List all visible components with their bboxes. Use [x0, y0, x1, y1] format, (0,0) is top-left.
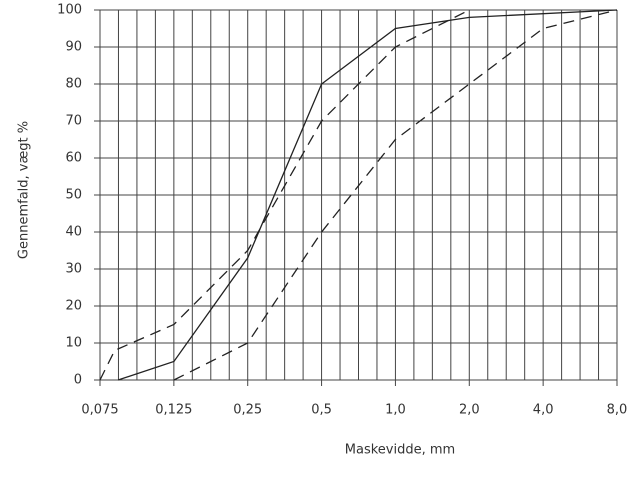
y-tick-label: 20: [65, 299, 82, 314]
y-tick-label: 70: [65, 114, 82, 129]
x-tick-label: 2,0: [459, 403, 480, 418]
x-tick-label: 0,25: [233, 403, 262, 418]
x-tick-label: 0,125: [155, 403, 192, 418]
y-tick-label: 30: [65, 262, 82, 277]
x-tick-label: 1,0: [385, 403, 406, 418]
x-tick-label: 4,0: [533, 403, 554, 418]
curve: [173, 9, 618, 381]
y-tick-label: 100: [57, 3, 82, 18]
y-tick-label: 40: [65, 225, 82, 240]
curve: [117, 9, 618, 381]
x-tick-label: 0,5: [311, 403, 332, 418]
x-tick-label: 8,0: [607, 403, 628, 418]
x-axis-title: Maskevidde, mm: [345, 443, 455, 458]
y-tick-label: 90: [65, 40, 82, 55]
y-tick-label: 60: [65, 151, 82, 166]
curve: [99, 9, 470, 381]
y-tick-label: 80: [65, 77, 82, 92]
x-tick-label: 0,075: [81, 403, 118, 418]
y-tick-label: 50: [65, 188, 82, 203]
y-tick-label: 10: [65, 336, 82, 351]
y-tick-label: 0: [74, 373, 82, 388]
y-axis-title: Gennemfald, vægt %: [17, 121, 32, 259]
